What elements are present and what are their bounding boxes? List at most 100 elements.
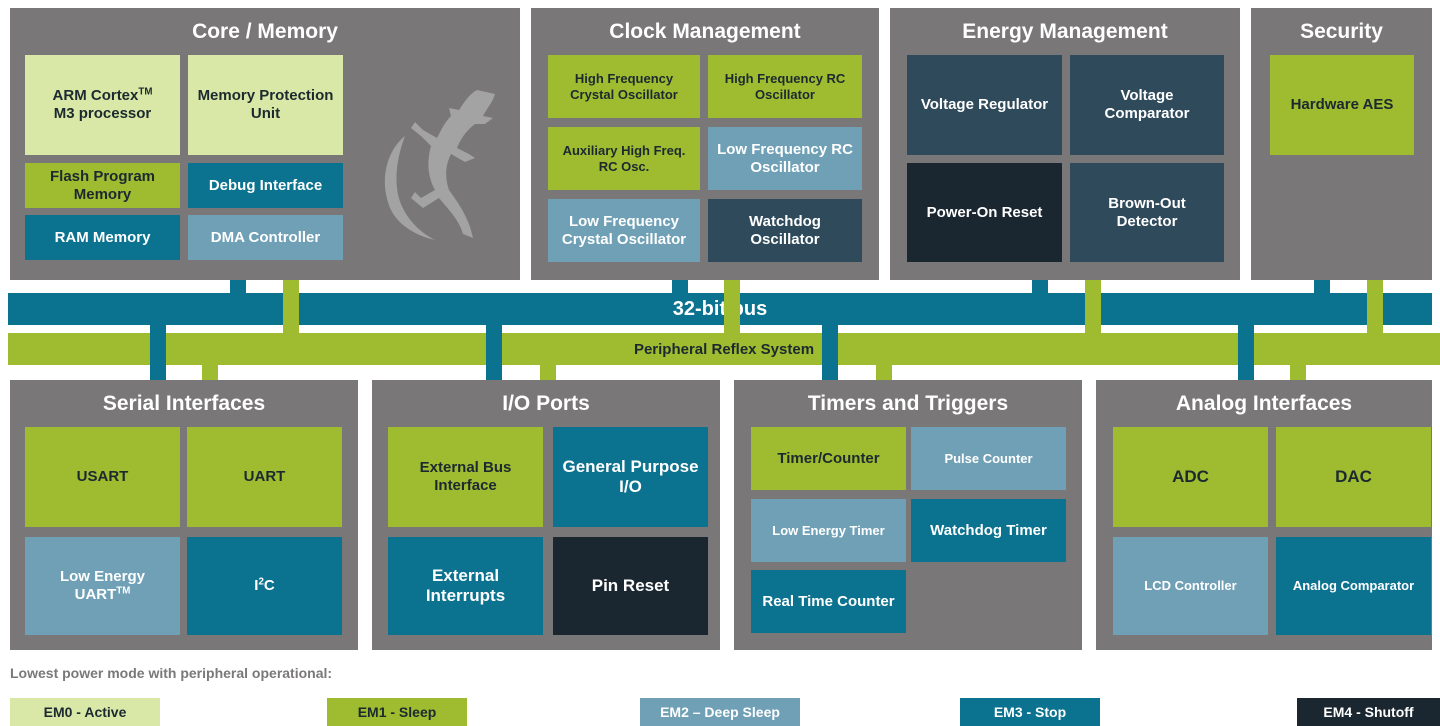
block: ADC	[1113, 427, 1268, 527]
bus-connector	[1238, 324, 1254, 382]
block-text: Hardware AES	[1290, 96, 1394, 113]
block: Analog Comparator	[1276, 537, 1431, 635]
block: Timer/Counter	[751, 427, 906, 490]
panel-title: Analog Interfaces	[1175, 392, 1353, 415]
block: Auxiliary High Freq. RC Osc.	[548, 127, 700, 190]
block: Memory Protection Unit	[188, 55, 343, 155]
block-label: General Purpose I/O	[561, 457, 700, 498]
prs-label: Peripheral Reflex System	[633, 340, 815, 358]
block: Watchdog Timer	[911, 499, 1066, 562]
block-text: High Frequency RC Oscillator	[724, 70, 846, 102]
block-text: RAM Memory	[54, 228, 151, 246]
block-text: DMA Controller	[210, 228, 321, 246]
prs-connector	[1085, 278, 1101, 334]
bus-connector	[230, 278, 246, 294]
block-text: Watchdog Oscillator	[749, 212, 821, 248]
block: External Interrupts	[388, 537, 543, 635]
legend-item: EM1 - Sleep	[327, 698, 467, 726]
gecko-logo	[384, 90, 495, 240]
block: RAM Memory	[25, 215, 180, 260]
block: External Bus Interface	[388, 427, 543, 527]
block-label: ADC	[1172, 467, 1209, 487]
block-text: Power-On Reset	[926, 203, 1043, 221]
block-text: DAC	[1335, 466, 1372, 486]
block: Brown-Out Detector	[1070, 163, 1224, 262]
block: I2C	[187, 537, 342, 635]
prs-connector	[202, 364, 218, 382]
block: Low Frequency RC Oscillator	[708, 127, 862, 190]
block-text: Watchdog Timer	[930, 521, 1047, 539]
bus: 32-bit bus	[8, 293, 1432, 325]
block-label: I2C	[254, 577, 274, 595]
prs-connector	[540, 364, 556, 382]
block-text: Auxiliary High Freq. RC Osc.	[562, 142, 686, 174]
panel-title: Timers and Triggers	[807, 392, 1009, 415]
block-text: C	[263, 577, 275, 594]
block-text: External Bus Interface	[419, 459, 512, 494]
block-label: External Bus Interface	[396, 459, 535, 495]
block-label: ARM CortexTM M3 processor	[53, 87, 153, 123]
block-label: Pin Reset	[592, 576, 669, 596]
block-text: Analog Comparator	[1292, 578, 1415, 594]
block-text: Voltage Comparator	[1104, 87, 1190, 122]
block-label: Low Frequency Crystal Oscillator	[556, 213, 692, 249]
block-text: I	[254, 577, 259, 594]
block-text: Pulse Counter	[944, 450, 1033, 466]
block: General Purpose I/O	[553, 427, 708, 527]
block: USART	[25, 427, 180, 527]
block: Power-On Reset	[907, 163, 1062, 262]
block: Low Frequency Crystal Oscillator	[548, 199, 700, 262]
block: Voltage Regulator	[907, 55, 1062, 155]
block-text: Low Energy Timer	[772, 522, 885, 538]
block-label: Low Energy Timer	[772, 523, 884, 539]
block-text: Low Frequency Crystal Oscillator	[561, 212, 687, 248]
block-label: Auxiliary High Freq. RC Osc.	[556, 143, 692, 174]
block-label: External Interrupts	[396, 566, 535, 607]
block-label: Analog Comparator	[1293, 578, 1414, 594]
block-text: LCD Controller	[1144, 578, 1237, 594]
block-label: Debug Interface	[209, 177, 322, 195]
block-text: Low Frequency RC Oscillator	[717, 140, 853, 176]
legend-item: EM3 - Stop	[960, 698, 1100, 726]
block-text: Flash Program Memory	[49, 167, 156, 203]
block-label: RAM Memory	[55, 229, 151, 247]
panel-title: Core / Memory	[192, 20, 338, 43]
panel-title: Security	[1300, 20, 1383, 43]
block: Voltage Comparator	[1070, 55, 1224, 155]
prs-connector	[1367, 278, 1383, 334]
block: Debug Interface	[188, 163, 343, 208]
block-text: UART	[243, 468, 286, 485]
block-label: Real Time Counter	[762, 593, 894, 611]
block-label: DAC	[1335, 467, 1372, 487]
legend-item: EM2 – Deep Sleep	[640, 698, 800, 726]
bus-connector	[822, 324, 838, 382]
panel-title: Clock Management	[609, 20, 801, 43]
block: Flash Program Memory	[25, 163, 180, 208]
block-text: Debug Interface	[208, 176, 323, 194]
block-label: High Frequency Crystal Oscillator	[556, 71, 692, 102]
block-text: ADC	[1172, 466, 1209, 486]
block-text: High Frequency Crystal Oscillator	[570, 70, 678, 102]
block: Hardware AES	[1270, 55, 1414, 155]
block-text: Voltage Regulator	[920, 96, 1049, 113]
panel-title: Serial Interfaces	[102, 392, 266, 415]
block-text: Real Time Counter	[762, 592, 895, 610]
superscript: TM	[138, 86, 153, 98]
block-text: USART	[76, 468, 129, 485]
bus-connector	[1314, 278, 1330, 294]
block-label: Brown-Out Detector	[1078, 195, 1216, 231]
prs-connector	[283, 278, 299, 334]
block: Low Energy Timer	[751, 499, 906, 562]
prs: Peripheral Reflex System	[8, 333, 1440, 365]
prs-connector	[876, 364, 892, 382]
panel-title: I/O Ports	[502, 392, 590, 415]
legend-item: EM0 - Active	[10, 698, 160, 726]
block-text: Low Energy UART	[59, 568, 145, 603]
block: Real Time Counter	[751, 570, 906, 633]
block-text: Brown-Out Detector	[1108, 194, 1186, 230]
bus-connector	[486, 324, 502, 382]
block-label: Power-On Reset	[927, 204, 1043, 222]
block: High Frequency RC Oscillator	[708, 55, 862, 118]
block-label: High Frequency RC Oscillator	[716, 71, 854, 102]
block-label: Hardware AES	[1291, 96, 1394, 114]
